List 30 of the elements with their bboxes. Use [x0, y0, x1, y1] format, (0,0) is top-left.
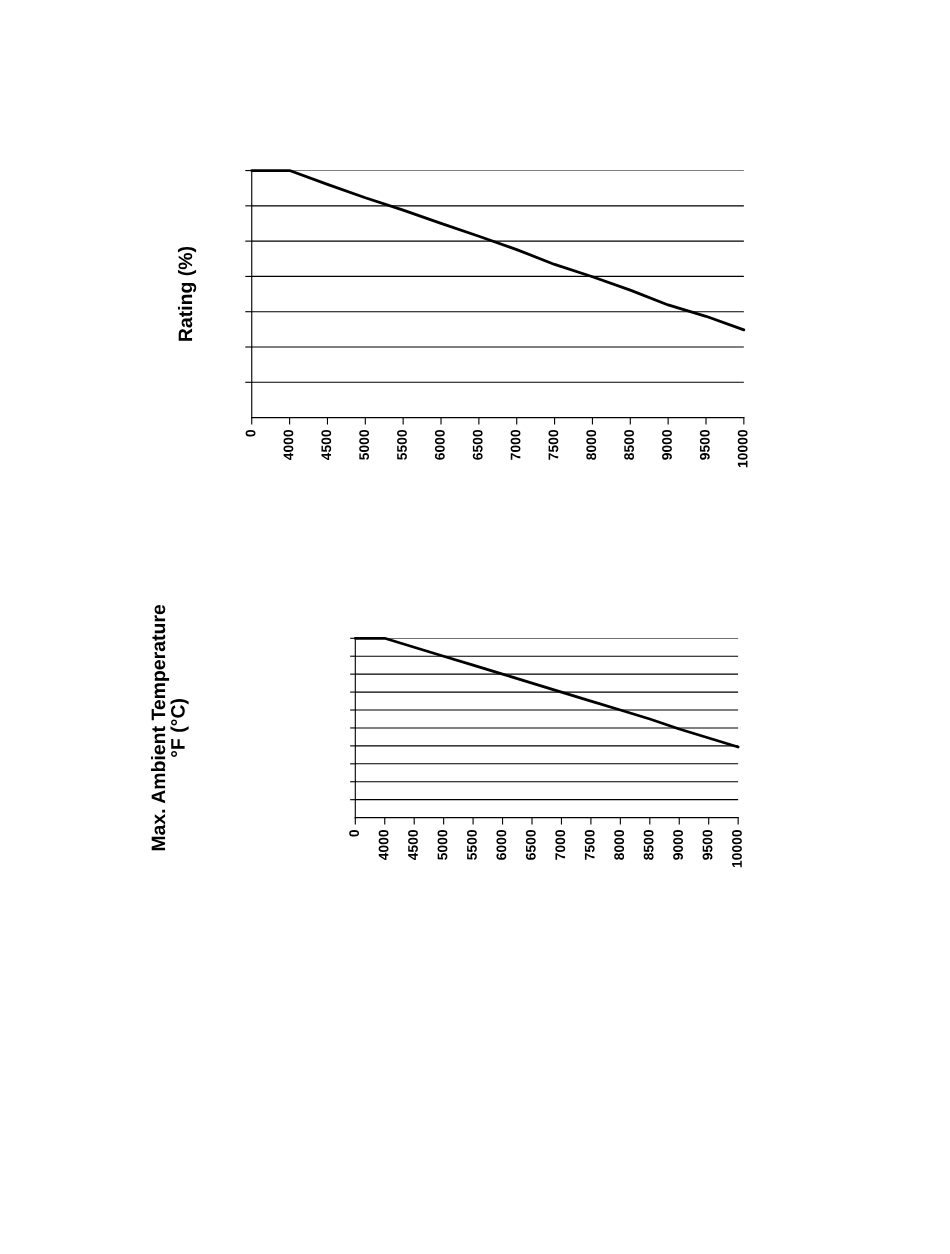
x-tick-label: 4000 — [283, 429, 294, 461]
x-tick-label: 9500 — [702, 829, 713, 860]
x-tick-label: 7000 — [555, 829, 566, 860]
x-tick-label: 6000 — [434, 429, 445, 460]
x-tick-label: 4000 — [378, 829, 389, 861]
x-tick-label: 9000 — [662, 429, 672, 460]
y-axis-title: Max. Ambient Temperature °F (°C) — [150, 604, 189, 851]
x-tick-label: 5500 — [466, 829, 477, 860]
x-tick-label: 6500 — [525, 829, 536, 860]
x-tick-label: 6000 — [496, 829, 507, 860]
x-tick-label: 8000 — [614, 829, 625, 860]
x-tick-label: 7000 — [510, 429, 521, 460]
x-tick-label: 7500 — [584, 829, 595, 860]
y-axis-title: Rating (%) — [177, 246, 197, 341]
x-tick-label: 8500 — [624, 429, 635, 460]
x-tick-label: 8500 — [643, 829, 654, 860]
x-tick-label: 8000 — [586, 429, 597, 460]
x-tick-label: 5000 — [359, 429, 370, 460]
x-tick-label: 10000 — [732, 829, 742, 868]
x-tick-label: 7500 — [548, 429, 559, 460]
x-tick-label: 4500 — [408, 829, 418, 861]
x-tick-label: 0 — [245, 429, 256, 437]
x-tick-label: 0 — [349, 829, 360, 837]
x-tick-label: 4500 — [321, 429, 332, 461]
x-tick-label: 6500 — [472, 429, 483, 460]
x-tick-label: 5000 — [437, 829, 448, 860]
x-tick-label: 10000 — [737, 429, 748, 468]
x-tick-label: 9000 — [673, 829, 683, 860]
x-tick-label: 5500 — [397, 429, 407, 460]
x-tick-label: 9500 — [699, 429, 710, 460]
